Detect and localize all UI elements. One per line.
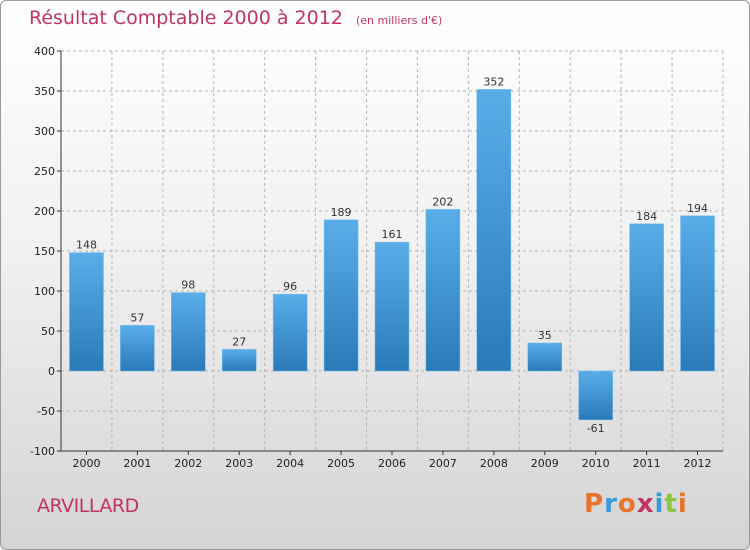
axes: -100 -50 0 50 100 150 200 250 300 350 400 2000 2001 2… [30, 45, 723, 470]
x-tick-label: 2001 [123, 457, 151, 470]
labels: 148 57 98 27 96 189 161 202 352 35 -61 184 194 [76, 75, 708, 434]
data-label-2003: 27 [232, 335, 246, 348]
bar-2005[interactable] [323, 219, 359, 372]
bar-2012[interactable] [680, 215, 715, 372]
data-label-2007: 202 [432, 195, 453, 208]
bar-2008[interactable] [476, 89, 512, 372]
logo-letter: i [677, 489, 688, 519]
x-tick-label: 2005 [327, 457, 355, 470]
data-label-2004: 96 [283, 280, 297, 293]
bar-2002[interactable] [171, 292, 206, 372]
y-tick-label: -100 [30, 445, 55, 458]
data-label-2001: 57 [130, 311, 144, 324]
data-label-2002: 98 [181, 279, 195, 292]
bar-2001[interactable] [120, 325, 155, 372]
data-label-2005: 189 [331, 206, 352, 219]
y-tick-label: 400 [34, 45, 55, 58]
data-label-2012: 194 [687, 202, 708, 215]
bar-2007[interactable] [425, 209, 461, 372]
bar-2009[interactable] [527, 342, 563, 372]
data-label-2010: -61 [587, 422, 605, 435]
bar-2003[interactable] [221, 349, 257, 372]
logo-letter: P [584, 489, 605, 519]
y-tick-label: 50 [41, 325, 55, 338]
y-tick-label: 0 [48, 365, 55, 378]
chart-unit: (en milliers d'€) [355, 14, 443, 27]
x-tick-label: 2004 [276, 457, 304, 470]
commune-name: ARVILLARD [37, 495, 139, 517]
chart-title: Résultat Comptable 2000 à 2012 [29, 7, 343, 29]
data-label-2011: 184 [636, 210, 657, 223]
x-tick-label: 2008 [480, 457, 508, 470]
y-tick-label: -50 [37, 405, 55, 418]
y-tick-label: 300 [34, 125, 55, 138]
x-tick-label: 2012 [684, 457, 712, 470]
logo-letter: t [664, 489, 678, 519]
bar-2006[interactable] [374, 241, 410, 372]
bar-2004[interactable] [272, 293, 308, 372]
logo-letter: i [654, 489, 665, 519]
logo-letter: o [617, 489, 637, 519]
y-tick-label: 200 [34, 205, 55, 218]
x-tick-label: 2000 [72, 457, 100, 470]
y-tick-label: 350 [34, 85, 55, 98]
y-tick-label: 250 [34, 165, 55, 178]
x-tick-label: 2006 [378, 457, 406, 470]
data-label-2006: 161 [382, 228, 403, 241]
title-row: Résultat Comptable 2000 à 2012 (en milli… [29, 7, 442, 29]
bar-2011[interactable] [629, 223, 664, 372]
data-label-2000: 148 [76, 239, 97, 252]
x-tick-label: 2007 [429, 457, 457, 470]
data-label-2009: 35 [538, 329, 552, 342]
bars [69, 89, 715, 421]
x-tick-label: 2009 [531, 457, 559, 470]
x-tick-label: 2011 [633, 457, 661, 470]
data-label-2008: 352 [483, 75, 504, 88]
bar-2000[interactable] [69, 252, 104, 372]
proxiti-logo[interactable]: Proxiti [584, 489, 688, 519]
bar-2010[interactable] [578, 370, 613, 421]
x-tick-label: 2003 [225, 457, 253, 470]
x-tick-label: 2010 [582, 457, 610, 470]
logo-letter: x [636, 489, 655, 519]
y-tick-label: 100 [34, 285, 55, 298]
logo-letter: r [604, 489, 618, 519]
x-tick-label: 2002 [174, 457, 202, 470]
y-tick-label: 150 [34, 245, 55, 258]
